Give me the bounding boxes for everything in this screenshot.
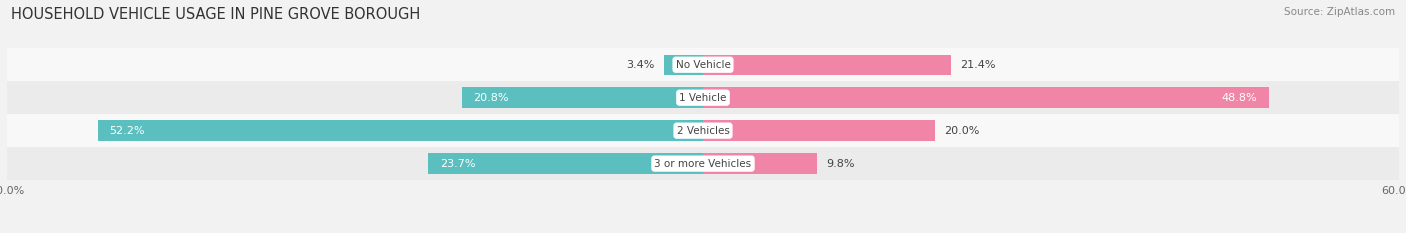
Text: 48.8%: 48.8% (1222, 93, 1257, 103)
Text: 1 Vehicle: 1 Vehicle (679, 93, 727, 103)
Text: 21.4%: 21.4% (960, 60, 995, 70)
Bar (664, 55, 703, 75)
Bar (7, 81, 1399, 114)
Bar (703, 55, 952, 75)
Text: 2 Vehicles: 2 Vehicles (676, 126, 730, 136)
Bar (7, 48, 1399, 81)
Text: 20.8%: 20.8% (474, 93, 509, 103)
Text: 3.4%: 3.4% (626, 60, 654, 70)
Bar (97, 120, 703, 141)
Bar (703, 120, 935, 141)
Text: No Vehicle: No Vehicle (675, 60, 731, 70)
Text: 52.2%: 52.2% (110, 126, 145, 136)
Text: 20.0%: 20.0% (945, 126, 980, 136)
Text: HOUSEHOLD VEHICLE USAGE IN PINE GROVE BOROUGH: HOUSEHOLD VEHICLE USAGE IN PINE GROVE BO… (11, 7, 420, 22)
Bar (461, 87, 703, 108)
Bar (7, 114, 1399, 147)
Bar (427, 153, 703, 174)
Bar (703, 153, 817, 174)
Text: 3 or more Vehicles: 3 or more Vehicles (654, 159, 752, 169)
Text: 23.7%: 23.7% (440, 159, 475, 169)
Bar (703, 87, 1270, 108)
Bar (7, 147, 1399, 180)
Text: Source: ZipAtlas.com: Source: ZipAtlas.com (1284, 7, 1395, 17)
Text: 9.8%: 9.8% (825, 159, 855, 169)
